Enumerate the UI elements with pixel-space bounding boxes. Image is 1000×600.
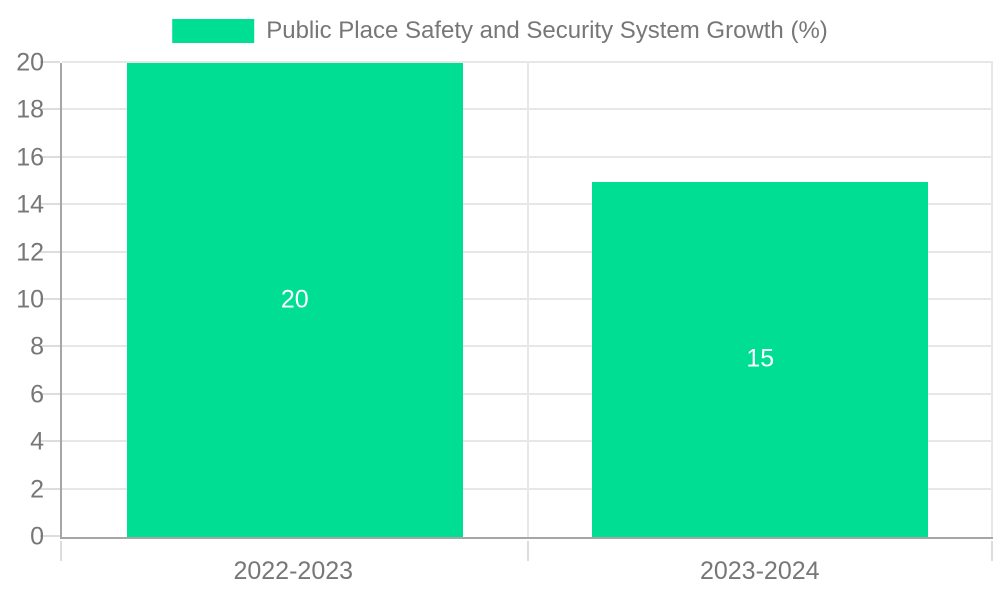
y-tick-label: 10 — [16, 285, 44, 314]
bar-2023-2024[interactable]: 15 — [592, 181, 929, 537]
y-axis-tick — [40, 203, 60, 206]
y-axis-tick — [40, 392, 60, 395]
x-category-label: 2023-2024 — [699, 557, 820, 585]
legend-swatch — [172, 19, 255, 43]
x-axis-labels: 2022-2023 2023-2024 — [60, 541, 993, 597]
x-category-label: 2022-2023 — [233, 557, 354, 585]
y-tick-label: 14 — [16, 190, 44, 219]
y-axis-tick — [40, 345, 60, 348]
y-axis-tick — [40, 535, 60, 537]
bar-2022-2023[interactable]: 20 — [126, 63, 463, 537]
y-axis-tick — [40, 298, 60, 300]
y-axis-tick — [40, 440, 60, 443]
y-axis-tick — [40, 61, 60, 63]
y-axis-labels: 0 2 4 6 8 10 12 14 16 18 20 — [0, 50, 44, 549]
y-tick-label: 12 — [16, 238, 44, 267]
x-axis-tick — [526, 541, 529, 561]
bar-value-label: 15 — [746, 344, 775, 373]
horizontal-gridline — [62, 61, 993, 63]
legend-label: Public Place Safety and Security System … — [266, 17, 828, 44]
x-axis-tick — [991, 541, 993, 561]
y-axis-tick — [40, 250, 60, 253]
y-tick-label: 0 — [30, 522, 44, 551]
y-tick-label: 4 — [30, 427, 44, 456]
category-divider-gridline — [526, 63, 529, 537]
x-axis-tick — [60, 541, 62, 561]
y-tick-label: 6 — [30, 380, 44, 409]
plot-area: 20 15 — [40, 61, 993, 561]
y-tick-label: 8 — [30, 332, 44, 361]
y-tick-label: 20 — [16, 48, 44, 77]
y-tick-label: 2 — [30, 475, 44, 504]
y-axis-tick — [40, 108, 60, 111]
y-tick-label: 16 — [16, 143, 44, 172]
y-axis-tick — [40, 155, 60, 158]
y-tick-label: 18 — [16, 95, 44, 124]
y-axis-tick — [40, 487, 60, 490]
plot-right-border — [991, 63, 993, 537]
chart-legend[interactable]: Public Place Safety and Security System … — [172, 17, 828, 45]
bar-value-label: 20 — [280, 285, 309, 314]
